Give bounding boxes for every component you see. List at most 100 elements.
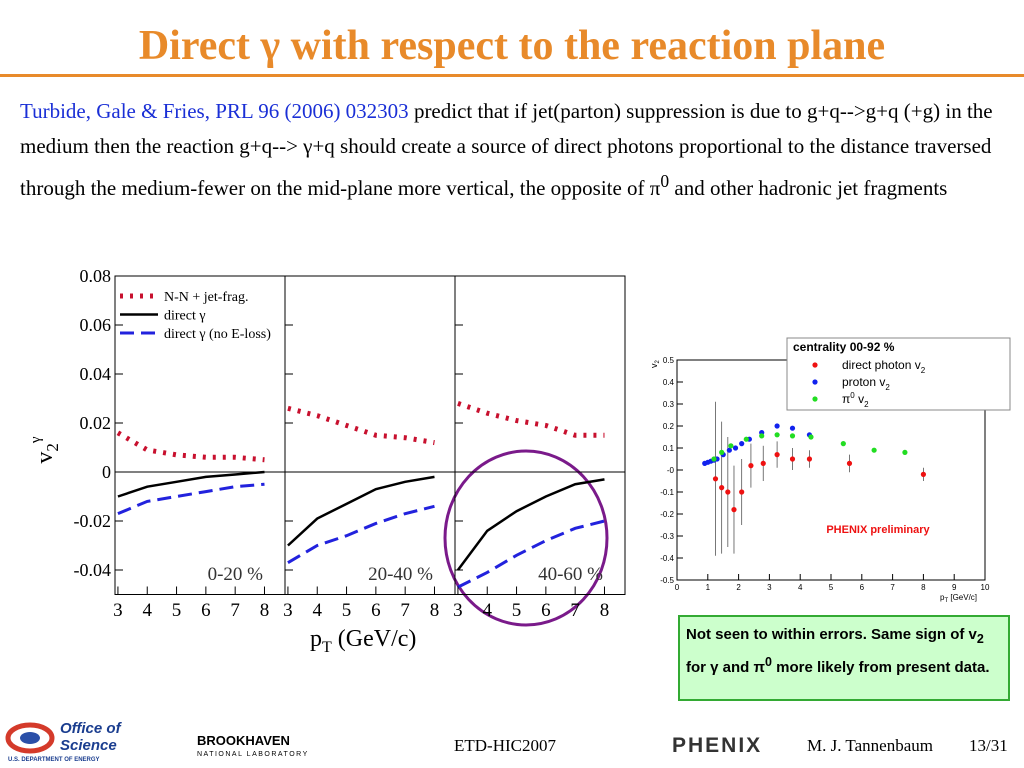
panel-frame bbox=[114, 275, 286, 595]
curve bbox=[456, 478, 605, 571]
y-axis-label: v2 bbox=[649, 360, 661, 369]
x-tick-label: 6 bbox=[541, 600, 551, 621]
data-point bbox=[808, 434, 814, 440]
x-tick-label: 3 bbox=[453, 600, 463, 621]
name: direct photon v bbox=[842, 358, 921, 372]
curve bbox=[287, 405, 435, 446]
x-tick-label: 7 bbox=[570, 600, 580, 621]
y-tick-label: 0.4 bbox=[663, 378, 675, 387]
paragraph: Turbide, Gale & Fries, PRL 96 (2006) 032… bbox=[20, 94, 1010, 257]
data-point bbox=[920, 471, 927, 477]
x-label-sub: T bbox=[322, 639, 332, 656]
y-tick-label: -0.5 bbox=[660, 576, 674, 585]
x-tick-label: 4 bbox=[312, 600, 322, 621]
panel-label: 20-40 % bbox=[368, 564, 433, 585]
x-tick-label: 5 bbox=[829, 583, 834, 592]
legend-label: π0 v2 bbox=[842, 391, 869, 409]
data-point bbox=[789, 425, 796, 431]
x-tick-label: 1 bbox=[706, 583, 711, 592]
note-box: Not seen to within errors. Same sign of … bbox=[678, 615, 1010, 701]
x-label-sub: T bbox=[944, 598, 948, 604]
data-point bbox=[719, 449, 725, 455]
y-label-sub: 2 bbox=[43, 443, 62, 452]
legend-label: direct photon v2 bbox=[842, 358, 926, 375]
name: proton v bbox=[842, 375, 885, 389]
x-tick-label: 4 bbox=[798, 583, 803, 592]
x-tick-label: 5 bbox=[342, 600, 352, 621]
data-point bbox=[902, 449, 908, 455]
panel-frame bbox=[454, 275, 626, 595]
legend-label: proton v2 bbox=[842, 375, 890, 392]
sup: 0 bbox=[660, 171, 670, 191]
name: π bbox=[842, 392, 850, 406]
y-label-base: v bbox=[32, 452, 58, 464]
y-label-sup: γ bbox=[28, 436, 44, 444]
y-tick-label: 0.04 bbox=[80, 364, 112, 384]
x-axis-label: pT (GeV/c) bbox=[310, 626, 416, 656]
x-axis-label: pT [GeV/c] bbox=[940, 593, 977, 604]
y-tick-label: 0.08 bbox=[80, 266, 112, 286]
data-point bbox=[726, 447, 732, 453]
text: for γ and π bbox=[686, 659, 765, 676]
legend-swatch bbox=[812, 396, 818, 402]
x-tick-label: 10 bbox=[981, 583, 990, 592]
panel-frame bbox=[284, 275, 456, 595]
data-point bbox=[871, 447, 877, 453]
data-point bbox=[774, 432, 780, 438]
data-point bbox=[789, 456, 796, 462]
x-tick-label: 7 bbox=[400, 600, 410, 621]
panel-label: 0-20 % bbox=[208, 564, 264, 585]
x-label-base: p bbox=[310, 626, 322, 652]
x-tick-label: 4 bbox=[142, 600, 152, 621]
highlight-circle bbox=[443, 449, 609, 627]
data-point bbox=[731, 507, 737, 513]
legend-swatch bbox=[812, 379, 818, 385]
legend-box bbox=[786, 337, 1011, 411]
y-tick-label: 0.3 bbox=[663, 400, 675, 409]
y-tick-label: 0.2 bbox=[663, 422, 675, 431]
y-tick-label: 0.5 bbox=[663, 356, 675, 365]
sub: 2 bbox=[864, 400, 869, 409]
sub: 2 bbox=[885, 383, 890, 392]
y-tick-label: -0.04 bbox=[74, 560, 112, 580]
x-tick-label: 2 bbox=[736, 583, 741, 592]
data-point bbox=[719, 485, 725, 491]
y-tick-label: -0.2 bbox=[660, 510, 674, 519]
x-tick-label: 9 bbox=[952, 583, 957, 592]
y-tick-label: 0.1 bbox=[663, 444, 675, 453]
curve bbox=[287, 475, 435, 547]
sub: 2 bbox=[976, 632, 984, 646]
sup: 0 bbox=[850, 391, 855, 400]
data-point bbox=[711, 456, 717, 462]
curve bbox=[117, 470, 265, 498]
slide-title: Direct γ with respect to the reaction pl… bbox=[138, 23, 886, 69]
text: and other hadronic jet fragments bbox=[669, 176, 948, 200]
y-tick-label: -0.4 bbox=[660, 554, 674, 563]
data-point bbox=[760, 460, 766, 466]
data-point bbox=[774, 452, 780, 458]
data-point bbox=[739, 489, 745, 495]
text: predict that if jet(parton) suppression … bbox=[20, 99, 993, 200]
y-label-sub: 2 bbox=[655, 360, 661, 364]
x-tick-label: 0 bbox=[675, 583, 680, 592]
data-point bbox=[840, 441, 846, 447]
x-tick-label: 7 bbox=[230, 600, 240, 621]
y-tick-label: -0.02 bbox=[74, 511, 112, 531]
x-tick-label: 5 bbox=[172, 600, 182, 621]
x-tick-label: 6 bbox=[860, 583, 865, 592]
y-tick-label: -0 bbox=[667, 466, 675, 475]
legend-label: direct γ (no E-loss) bbox=[164, 327, 271, 342]
curve bbox=[116, 430, 265, 463]
x-tick-label: 8 bbox=[260, 600, 270, 621]
data-point bbox=[725, 489, 731, 495]
data-point bbox=[774, 423, 780, 429]
legend-swatch bbox=[812, 362, 818, 368]
text: more likely from present data. bbox=[771, 659, 990, 676]
x-tick-label: 3 bbox=[283, 600, 293, 621]
x-label-base: p bbox=[940, 593, 945, 602]
data-point bbox=[748, 463, 754, 469]
x-tick-label: 8 bbox=[430, 600, 440, 621]
curve bbox=[287, 504, 435, 564]
x-tick-label: 6 bbox=[201, 600, 211, 621]
